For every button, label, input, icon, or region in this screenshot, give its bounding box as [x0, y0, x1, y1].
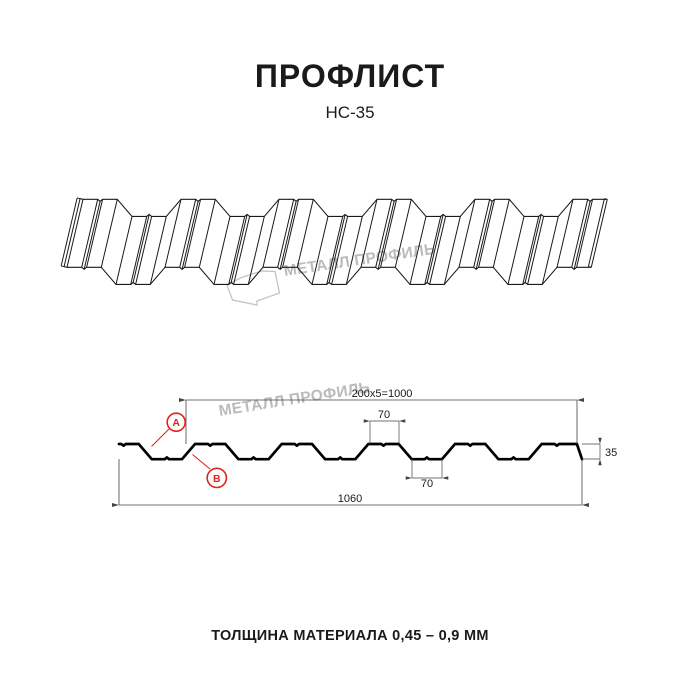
svg-text:200x5=1000: 200x5=1000: [352, 388, 413, 400]
svg-text:B: B: [213, 473, 221, 485]
svg-text:35: 35: [605, 447, 617, 459]
svg-text:МЕТАЛЛ ПРОФИЛЬ: МЕТАЛЛ ПРОФИЛЬ: [283, 241, 437, 280]
svg-text:A: A: [172, 417, 180, 429]
svg-text:1060: 1060: [338, 493, 362, 505]
svg-text:70: 70: [378, 409, 390, 421]
svg-text:МЕТАЛЛ ПРОФИЛЬ: МЕТАЛЛ ПРОФИЛЬ: [218, 379, 372, 420]
svg-text:70: 70: [421, 478, 433, 490]
